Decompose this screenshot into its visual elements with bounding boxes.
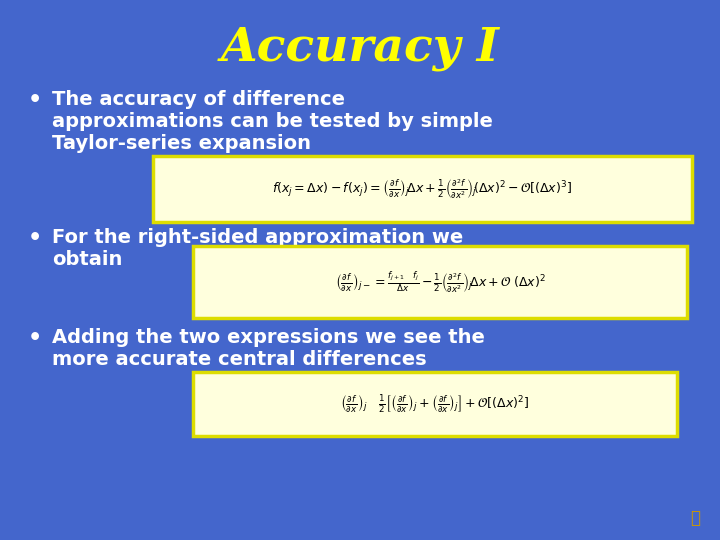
FancyBboxPatch shape (193, 372, 677, 436)
Text: The accuracy of difference: The accuracy of difference (52, 90, 345, 109)
Text: $\left(\frac{\partial f}{\partial x}\right)_j \quad \frac{1}{2}\left[\left(\frac: $\left(\frac{\partial f}{\partial x}\rig… (341, 394, 530, 415)
Text: $\left(\frac{\partial f}{\partial x}\right)_{j-} = \frac{f_{j+1} \quad f_j}{\Del: $\left(\frac{\partial f}{\partial x}\rig… (335, 269, 545, 295)
Text: Accuracy I: Accuracy I (220, 25, 500, 71)
Text: Taylor-series expansion: Taylor-series expansion (52, 134, 311, 153)
FancyBboxPatch shape (193, 246, 687, 318)
Text: obtain: obtain (52, 250, 122, 269)
Text: $f(x_j = \Delta x) - f(x_j) = \left(\frac{\partial f}{\partial x}\right)_j \!\De: $f(x_j = \Delta x) - f(x_j) = \left(\fra… (272, 177, 572, 201)
Text: •: • (28, 228, 42, 248)
Text: Adding the two expressions we see the: Adding the two expressions we see the (52, 328, 485, 347)
Text: 🔈: 🔈 (690, 509, 700, 527)
Text: For the right-sided approximation we: For the right-sided approximation we (52, 228, 463, 247)
Text: •: • (28, 328, 42, 348)
Text: approximations can be tested by simple: approximations can be tested by simple (52, 112, 493, 131)
FancyBboxPatch shape (153, 156, 692, 222)
Text: more accurate central differences: more accurate central differences (52, 350, 427, 369)
Text: •: • (28, 90, 42, 110)
